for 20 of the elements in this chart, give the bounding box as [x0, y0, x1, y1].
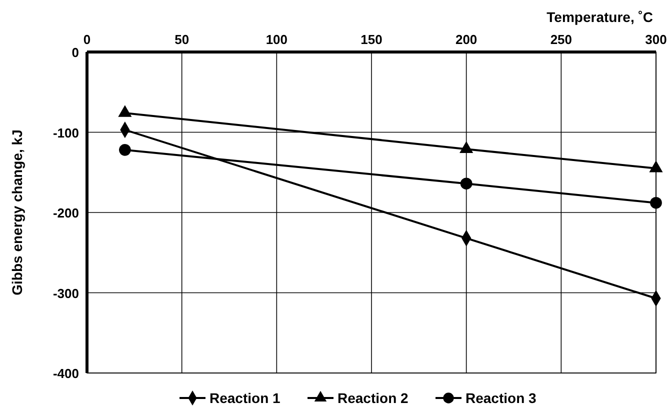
- x-tick-label: 100: [266, 32, 288, 47]
- legend-label: Reaction 3: [466, 390, 537, 406]
- x-tick-label: 0: [83, 32, 91, 47]
- y-tick-label: -400: [52, 366, 79, 381]
- x-tick-label: 150: [360, 32, 382, 47]
- y-axis-title: Gibbs energy change, kJ: [9, 130, 25, 296]
- point: [119, 144, 131, 156]
- y-tick-label: -300: [52, 286, 79, 301]
- x-tick-label: 300: [645, 32, 667, 47]
- y-tick-label: -100: [52, 125, 79, 140]
- x-tick-label: 250: [550, 32, 572, 47]
- y-tick-label: -200: [52, 206, 79, 220]
- x-tick-label: 50: [174, 32, 190, 47]
- x-axis-title: Temperature, ˚C: [546, 9, 653, 25]
- legend-label: Reaction 1: [210, 390, 281, 406]
- point: [650, 196, 662, 209]
- y-tick-label: 0: [72, 45, 79, 60]
- legend-label: Reaction 2: [338, 390, 409, 406]
- x-tick-label: 200: [455, 32, 478, 47]
- point: [460, 178, 472, 190]
